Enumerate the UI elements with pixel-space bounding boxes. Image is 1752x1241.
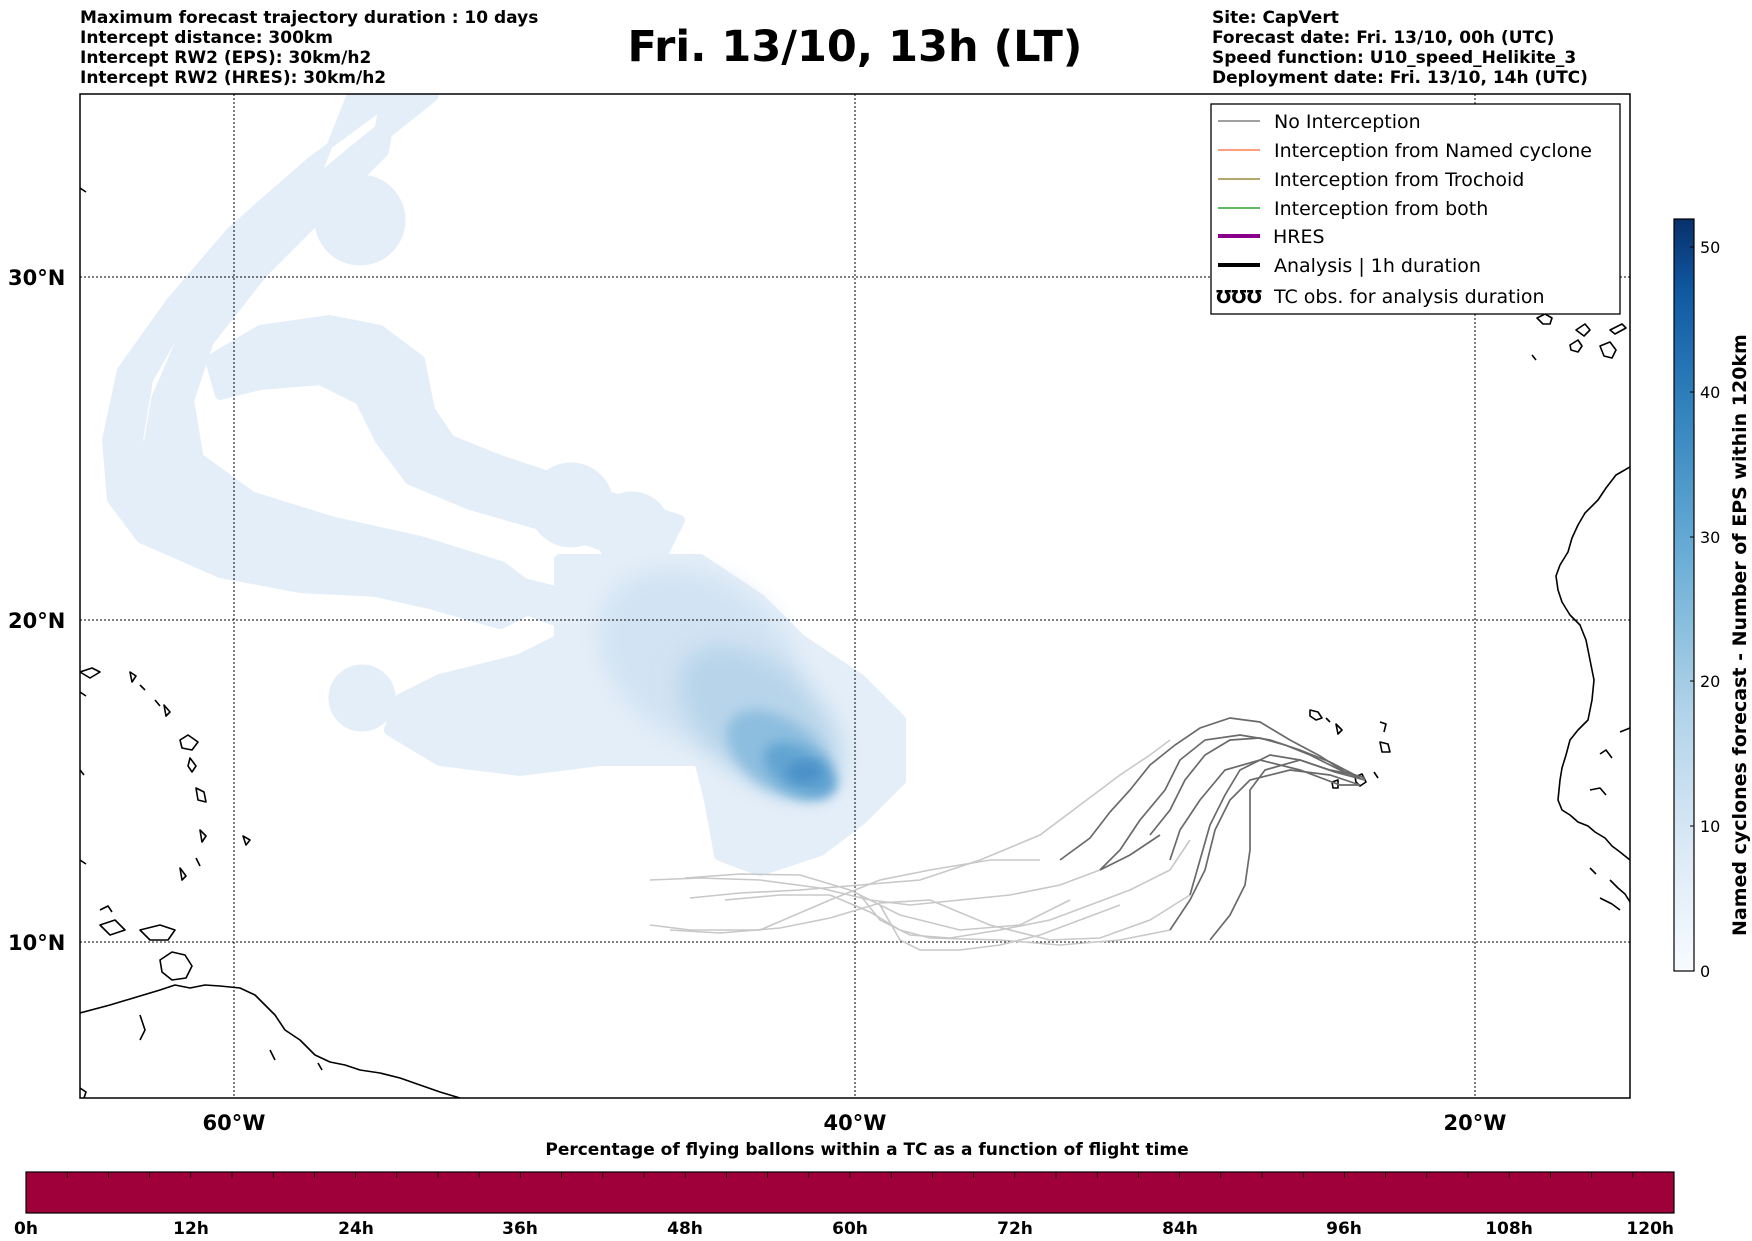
colorbar-gradient bbox=[1673, 218, 1695, 972]
legend-item-both: Interception from both bbox=[1218, 198, 1488, 220]
legend-item-tc-obs: ƱƱƱ TC obs. for analysis duration bbox=[1216, 286, 1545, 308]
lon-label-20w: 20°W bbox=[1444, 1111, 1507, 1135]
info-line: Site: CapVert bbox=[1212, 8, 1339, 28]
legend-label: Interception from Named cyclone bbox=[1274, 140, 1592, 162]
legend-item-trochoid: Interception from Trochoid bbox=[1218, 169, 1524, 191]
time-tick-label: 24h bbox=[338, 1219, 374, 1239]
time-tick-label: 12h bbox=[173, 1219, 209, 1239]
info-line: Maximum forecast trajectory duration : 1… bbox=[80, 8, 539, 28]
info-line: Deployment date: Fri. 13/10, 14h (UTC) bbox=[1212, 68, 1588, 88]
legend-item-named-cyclone: Interception from Named cyclone bbox=[1218, 140, 1592, 162]
time-tick-label: 120h bbox=[1626, 1219, 1674, 1239]
lat-label-10n: 10°N bbox=[8, 931, 65, 955]
time-tick-label: 72h bbox=[997, 1219, 1033, 1239]
time-tick-label: 84h bbox=[1162, 1219, 1198, 1239]
site-info: Site: CapVert Forecast date: Fri. 13/10,… bbox=[1212, 8, 1588, 88]
map-frame bbox=[79, 93, 1631, 1099]
legend-label: Analysis | 1h duration bbox=[1274, 255, 1481, 277]
info-line: Speed function: U10_speed_Helikite_3 bbox=[1212, 48, 1577, 68]
map-title: Fri. 13/10, 13h (LT) bbox=[627, 22, 1083, 72]
legend-label: No Interception bbox=[1274, 111, 1421, 133]
legend-label: Interception from Trochoid bbox=[1274, 169, 1524, 191]
graticule bbox=[80, 94, 1630, 1098]
time-tick-label: 96h bbox=[1326, 1219, 1362, 1239]
time-tick-label: 0h bbox=[14, 1219, 38, 1239]
lon-label-60w: 60°W bbox=[203, 1111, 266, 1135]
legend-label: TC obs. for analysis duration bbox=[1273, 286, 1545, 308]
time-bar-title: Percentage of flying ballons within a TC… bbox=[545, 1140, 1188, 1160]
colorbar-title: Named cyclones forecast - Number of EPS … bbox=[1729, 334, 1751, 936]
info-line: Forecast date: Fri. 13/10, 00h (UTC) bbox=[1212, 28, 1555, 48]
lat-label-30n: 30°N bbox=[8, 266, 65, 290]
time-bar-ticks bbox=[66, 1172, 1634, 1178]
legend-item-analysis: Analysis | 1h duration bbox=[1218, 255, 1481, 277]
colorbar-tick: 30 bbox=[1700, 528, 1720, 547]
time-tick-label: 60h bbox=[832, 1219, 868, 1239]
cyclone-density-core bbox=[598, 569, 841, 800]
trajectories-no-interception-far bbox=[649, 739, 1191, 951]
forecast-settings-info: Maximum forecast trajectory duration : 1… bbox=[80, 8, 538, 88]
time-bar: Percentage of flying ballons within a TC… bbox=[14, 1140, 1675, 1239]
coastlines bbox=[80, 187, 1630, 1098]
colorbar-tick: 40 bbox=[1700, 383, 1720, 402]
legend-item-no-interception: No Interception bbox=[1218, 111, 1421, 133]
time-tick-label: 108h bbox=[1485, 1219, 1533, 1239]
colorbar-tick: 50 bbox=[1700, 238, 1720, 257]
time-bar-fill bbox=[25, 1171, 1675, 1214]
info-line: Intercept RW2 (HRES): 30km/h2 bbox=[80, 68, 387, 88]
colorbar: 0 10 20 30 40 50 Named cyclones forecast… bbox=[1673, 218, 1751, 981]
colorbar-tick: 10 bbox=[1700, 817, 1720, 836]
lon-label-40w: 40°W bbox=[824, 1111, 887, 1135]
tc-symbol-icon: ƱƱƱ bbox=[1216, 287, 1262, 308]
info-line: Intercept RW2 (EPS): 30km/h2 bbox=[80, 48, 372, 68]
legend: No Interception Interception from Named … bbox=[1210, 103, 1621, 315]
lat-label-20n: 20°N bbox=[8, 609, 65, 633]
legend-item-hres: HRES bbox=[1218, 226, 1325, 248]
time-tick-label: 48h bbox=[667, 1219, 703, 1239]
time-tick-label: 36h bbox=[502, 1219, 538, 1239]
legend-label: Interception from both bbox=[1274, 198, 1488, 220]
colorbar-tick: 20 bbox=[1700, 672, 1720, 691]
map-area[interactable] bbox=[80, 94, 1630, 1098]
trajectories-no-interception-near bbox=[1059, 717, 1366, 941]
info-line: Intercept distance: 300km bbox=[80, 28, 333, 48]
colorbar-tick: 0 bbox=[1700, 962, 1710, 981]
legend-label: HRES bbox=[1273, 226, 1325, 248]
